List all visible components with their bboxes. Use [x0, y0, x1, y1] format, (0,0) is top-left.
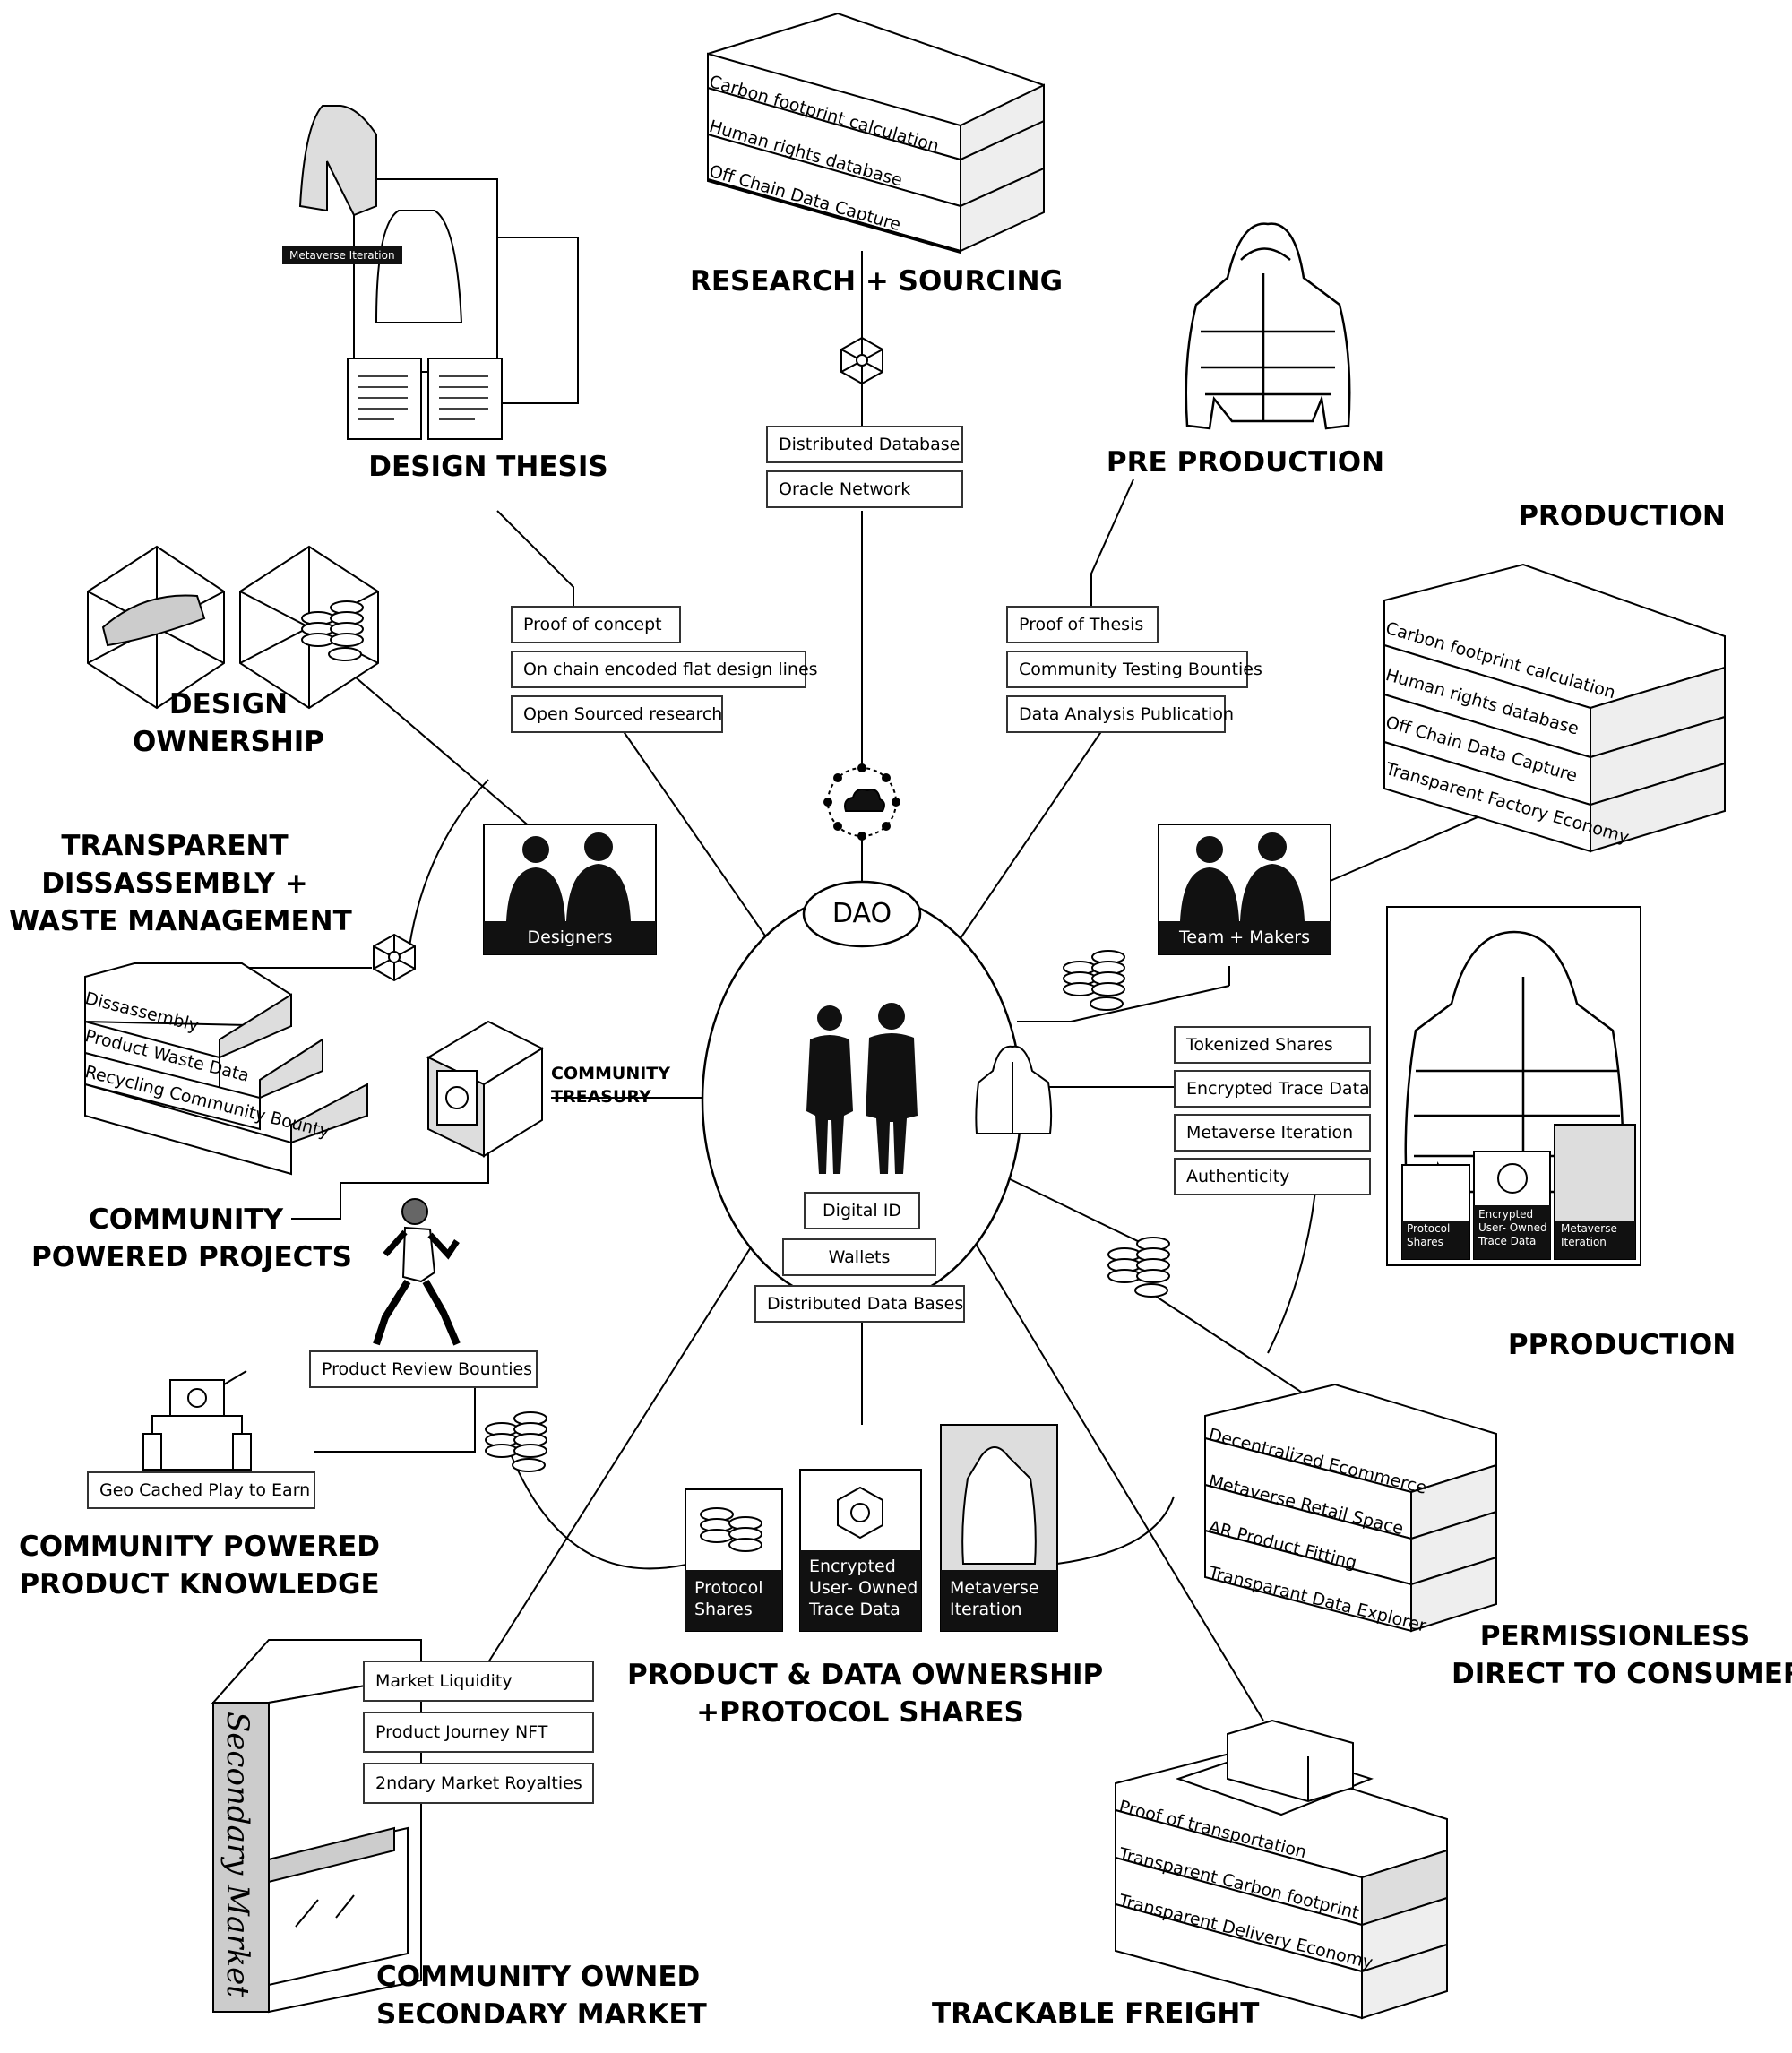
heading-product-data-ownership: PRODUCT & DATA OWNERSHIP +PROTOCOL SHARES	[627, 1659, 1104, 1729]
design-box: Open Sourced research	[511, 695, 723, 733]
digital-id-box: Digital ID	[804, 1192, 920, 1229]
geo-cached-play-box: Geo Cached Play to Earn	[87, 1471, 315, 1509]
dao-node	[802, 880, 922, 948]
designers-panel	[483, 824, 657, 955]
heading-design-thesis: DESIGN THESIS	[368, 451, 608, 483]
market-box: Market Liquidity	[363, 1661, 594, 1702]
bottom-panel-caption: Metaverse Iteration	[950, 1578, 1039, 1619]
cloud-network-icon	[823, 763, 900, 841]
design-box: Proof of concept	[511, 606, 681, 643]
heading-community-projects: COMMUNITY POWERED PROJECTS	[31, 1203, 352, 1273]
safe-icon	[426, 1020, 545, 1158]
production-panels	[1401, 1124, 1636, 1260]
heading-research-sourcing: RESEARCH + SOURCING	[690, 265, 1064, 298]
preprod-box: Proof of Thesis	[1006, 606, 1159, 643]
production-stack	[1383, 563, 1726, 853]
design-box: On chain encoded flat design lines	[511, 651, 818, 688]
designers-label: Designers	[527, 927, 613, 947]
panel-caption: Encrypted User- Owned Trace Data	[1478, 1208, 1547, 1247]
runner-icon	[373, 1198, 461, 1346]
waste-stack	[84, 962, 368, 1176]
makers-label: Team + Makers	[1179, 927, 1310, 947]
center-people-icon	[806, 1003, 918, 1174]
preprod-box: Community Testing Bounties	[1006, 651, 1262, 688]
product-box: Authenticity	[1174, 1158, 1371, 1195]
product-review-bounties-box: Product Review Bounties	[309, 1350, 538, 1388]
heading-community-knowledge: COMMUNITY POWERED PRODUCT KNOWLEDGE	[18, 1531, 381, 1600]
product-box: Encrypted Trace Data	[1174, 1070, 1371, 1108]
distributed-database-box: Distributed Database	[766, 426, 963, 463]
panel-caption: Protocol Shares	[1407, 1222, 1451, 1248]
jacket-illustration	[1185, 222, 1351, 430]
small-jacket-icon	[975, 1045, 1053, 1134]
market-box: 2ndary Market Royalties	[363, 1763, 594, 1804]
makers-panel	[1158, 824, 1331, 955]
heading-community-market: COMMUNITY OWNED SECONDARY MARKET	[376, 1961, 707, 2031]
research-stack	[707, 12, 1045, 254]
consumer-stack	[1204, 1383, 1497, 1633]
network-hub-icon	[840, 336, 883, 385]
product-box: Tokenized Shares	[1174, 1026, 1371, 1064]
heading-transparent-dissassembly: TRANSPARENT DISSASSEMBLY + WASTE MANAGEMEN…	[9, 830, 352, 937]
panel-caption: Metaverse Iteration	[1561, 1222, 1617, 1248]
market-box: Product Journey NFT	[363, 1712, 594, 1753]
heading-trackable-freight: TRACKABLE FREIGHT	[932, 1997, 1260, 2030]
metaverse-iteration-tag: Metaverse Iteration	[282, 246, 402, 264]
design-thesis-collage	[298, 105, 579, 440]
product-box: Metaverse Iteration	[1174, 1114, 1371, 1152]
heading-permissionless: PERMISSIONLESS DIRECT TO CONSUMER	[1452, 1620, 1792, 1690]
distributed-databases-box: Distributed Data Bases	[754, 1285, 965, 1323]
preprod-box: Data Analysis Publication	[1006, 695, 1234, 733]
bottom-panels	[685, 1424, 1058, 1632]
bottom-panel-caption: Encrypted User- Owned Trace Data	[809, 1557, 918, 1619]
design-ownership-cubes	[87, 545, 379, 710]
heading-production: PRODUCTION	[1518, 500, 1726, 532]
play-to-earn-robot-icon	[142, 1370, 252, 1471]
coin-stack-icon	[301, 600, 1170, 1472]
freight-stack	[1115, 1719, 1448, 2020]
oracle-network-box: Oracle Network	[766, 470, 963, 508]
wallets-box: Wallets	[782, 1238, 936, 1276]
community-treasury-label: COMMUNITY TREASURY	[551, 1064, 671, 1107]
network-hub-icon-waste	[373, 933, 416, 982]
dao-label: DAO	[831, 898, 892, 929]
heading-design-ownership: DESIGN OWNERSHIP	[132, 688, 325, 758]
bottom-panel-caption: Protocol Shares	[694, 1578, 763, 1619]
secondary-market-sign: Secondary Market	[220, 1712, 255, 1997]
heading-pre-production: PRE PRODUCTION	[1106, 446, 1385, 479]
heading-pproduction: PPRODUCTION	[1507, 1329, 1736, 1361]
